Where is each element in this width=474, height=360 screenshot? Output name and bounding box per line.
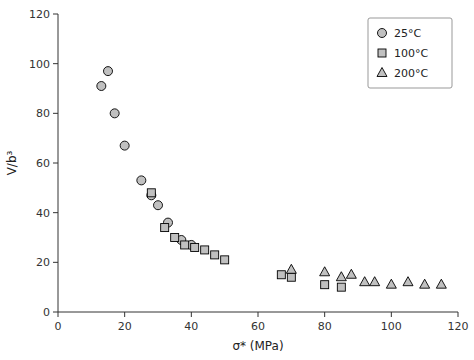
point — [370, 277, 380, 286]
x-tick — [58, 312, 59, 317]
legend-box — [368, 18, 452, 88]
point — [181, 241, 189, 249]
x-tick — [391, 312, 392, 317]
point — [277, 271, 285, 279]
point — [360, 277, 370, 286]
y-tick-label: 100 — [29, 58, 50, 71]
legend-label: 100°C — [394, 47, 428, 60]
point — [420, 279, 430, 288]
points — [97, 67, 447, 292]
y-tick — [53, 63, 58, 64]
x-tick — [258, 312, 259, 317]
point — [286, 264, 296, 273]
y-tick-label: 120 — [29, 8, 50, 21]
point — [104, 67, 113, 76]
point — [320, 267, 330, 276]
legend-label: 200°C — [394, 67, 428, 80]
point — [154, 201, 163, 210]
y-tick-label: 20 — [36, 256, 50, 269]
y-tick-label: 60 — [36, 157, 50, 170]
series — [97, 67, 196, 250]
legend-marker — [377, 68, 387, 77]
point — [110, 109, 119, 118]
y-tick — [53, 163, 58, 164]
point — [321, 281, 329, 289]
x-tick-label: 20 — [118, 320, 132, 333]
legend: 25°C 100°C 200°C — [368, 18, 452, 88]
point — [211, 251, 219, 259]
series — [147, 189, 345, 291]
x-tick-label: 80 — [318, 320, 332, 333]
y-tick — [53, 113, 58, 114]
legend-marker — [378, 49, 386, 57]
series — [286, 264, 446, 288]
y-tick-label: 40 — [36, 207, 50, 220]
x-tick-label: 60 — [251, 320, 265, 333]
x-tick — [324, 312, 325, 317]
x-tick — [124, 312, 125, 317]
point — [137, 176, 146, 185]
point — [436, 279, 446, 288]
point — [201, 246, 209, 254]
point — [171, 234, 179, 242]
point — [386, 279, 396, 288]
y-axis-label: V/b³ — [5, 150, 19, 175]
y-tick-label: 80 — [36, 107, 50, 120]
point — [346, 269, 356, 278]
point — [97, 82, 106, 91]
chart-container: 0 20 40 60 80 100 120 0 20 40 60 80 100 120 σ* (MPa) V/… — [0, 0, 474, 360]
legend-marker — [378, 29, 387, 38]
y-tick — [53, 262, 58, 263]
x-tick-label: 40 — [184, 320, 198, 333]
point — [221, 256, 229, 264]
point — [337, 283, 345, 291]
y-tick — [53, 14, 58, 15]
x-tick-label: 100 — [381, 320, 402, 333]
x-axis-label: σ* (MPa) — [232, 339, 283, 353]
x-tick-label: 120 — [448, 320, 469, 333]
x-tick — [458, 312, 459, 317]
chart-svg: 0 20 40 60 80 100 120 0 20 40 60 80 100 120 σ* (MPa) V/… — [0, 0, 474, 360]
x-tick — [191, 312, 192, 317]
point — [336, 272, 346, 281]
axes: 0 20 40 60 80 100 120 0 20 40 60 80 100 120 — [29, 8, 469, 333]
x-tick-label: 0 — [55, 320, 62, 333]
y-tick-label: 0 — [43, 306, 50, 319]
point — [403, 277, 413, 286]
point — [147, 189, 155, 197]
point — [287, 273, 295, 281]
legend-label: 25°C — [394, 27, 421, 40]
point — [191, 243, 199, 251]
point — [161, 224, 169, 232]
y-tick — [53, 312, 58, 313]
point — [120, 141, 129, 150]
y-tick — [53, 212, 58, 213]
